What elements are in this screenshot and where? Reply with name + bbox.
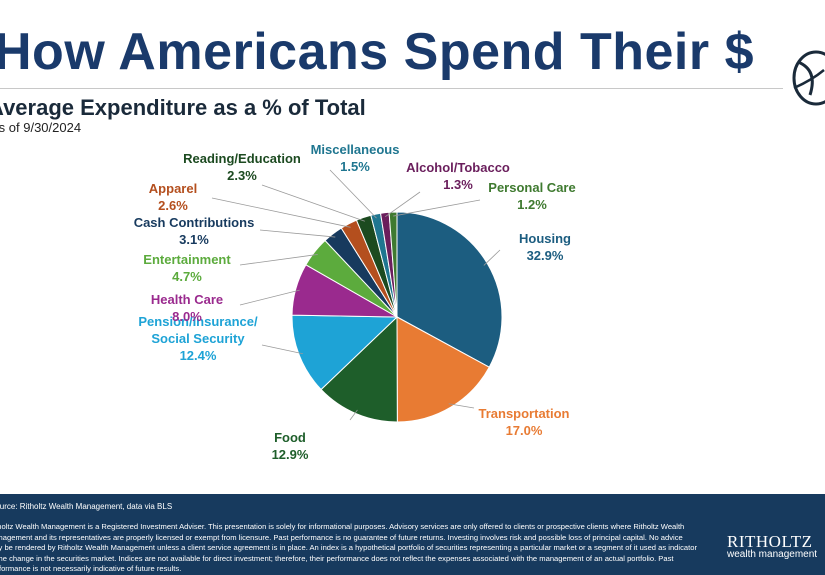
leader-line: [385, 191, 421, 218]
pie-slice-pension-insurance-social-security: [291, 314, 399, 391]
footer-bar: [0, 494, 825, 575]
slice-label: Food: [274, 430, 306, 445]
slice-value-label: 32.9%: [527, 248, 564, 263]
slice-label: Apparel: [149, 181, 197, 196]
title-divider: [0, 88, 783, 89]
leader-line: [448, 403, 475, 409]
leader-line: [259, 229, 336, 238]
slice-label: Housing: [519, 231, 571, 246]
slice-value-label: 1.3%: [443, 177, 473, 192]
leader-line: [393, 199, 481, 217]
slice-label: Cash Contributions: [134, 215, 255, 230]
slice-value-label: 2.3%: [227, 168, 257, 183]
leader-line: [483, 249, 501, 266]
slice-value-label: 12.9%: [272, 447, 309, 462]
slice-value-label: 17.0%: [506, 423, 543, 438]
pie-slice-food: [320, 315, 398, 423]
slice-label: Health Care: [151, 292, 223, 307]
pie-slice-housing: [396, 211, 503, 368]
slice-value-label: 8.0%: [172, 309, 202, 324]
footer-brand: RITHOLTZ: [727, 532, 813, 551]
slice-label: Reading/Education: [183, 151, 301, 166]
as-of-date: As of 9/30/2024: [0, 120, 82, 135]
leader-line: [239, 254, 318, 266]
leader-line: [349, 409, 358, 421]
slice-label: Transportation: [478, 406, 569, 421]
leader-line: [211, 197, 351, 228]
page-title: How Americans Spend Their $: [0, 23, 754, 81]
leader-line: [239, 289, 300, 306]
expenditure-pie-chart: Housing 32.9% Transportation 17.0% Food 12.9%…: [134, 142, 576, 462]
slice-value-label: 1.5%: [340, 159, 370, 174]
footer-brand-sub: wealth management: [727, 549, 818, 560]
leader-line: [261, 344, 304, 355]
disclaimer-text: Ritholtz Wealth Management is a Register…: [0, 522, 697, 573]
slice-label: Social Security: [151, 331, 245, 346]
slice-label: Pension/Insurance/: [138, 314, 258, 329]
leader-line: [261, 184, 365, 222]
slice-label: Miscellaneous: [311, 142, 400, 157]
slice-value-label: 12.4%: [180, 348, 217, 363]
slice-value-label: 3.1%: [179, 232, 209, 247]
slice-label: Entertainment: [143, 252, 231, 267]
slice-value-label: 4.7%: [172, 269, 202, 284]
slice-value-label: 1.2%: [517, 197, 547, 212]
slice-label: Alcohol/Tobacco: [406, 160, 510, 175]
brand-logo-icon: [792, 50, 825, 106]
leader-line: [329, 169, 377, 219]
pie-slice-personal-care: [388, 211, 398, 318]
chart-subtitle: Average Expenditure as a % of Total: [0, 95, 366, 120]
slice-label: Personal Care: [488, 180, 575, 195]
pie-slice-transportation: [396, 316, 490, 423]
source-note: Source: Ritholtz Wealth Management, data…: [0, 502, 173, 511]
slice-value-label: 2.6%: [158, 198, 188, 213]
